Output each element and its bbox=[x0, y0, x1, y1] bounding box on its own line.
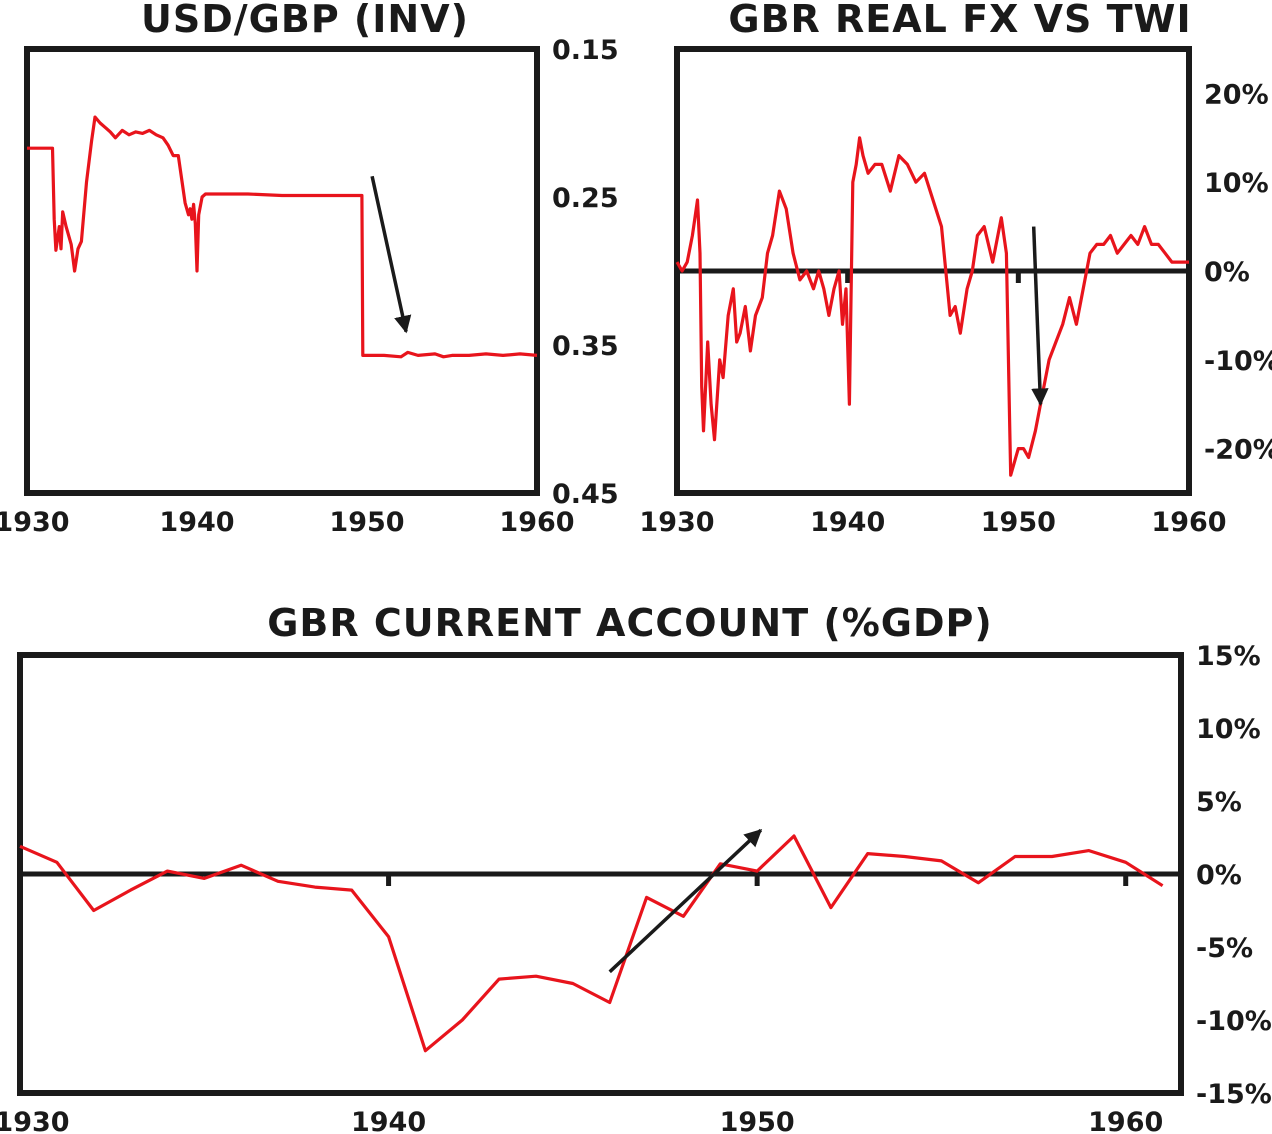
gbr-real-fx-y-tick-label: 10% bbox=[1204, 168, 1269, 199]
usd-gbp-y-tick-label: 0.25 bbox=[552, 183, 619, 214]
usd-gbp-y-tick-label: 0.35 bbox=[552, 331, 619, 362]
gbr-real-fx-y-tick-label: 20% bbox=[1204, 79, 1269, 110]
gbr-real-fx-arrow-down bbox=[1031, 226, 1049, 406]
gbr-real-fx-y-tick-label: -20% bbox=[1204, 435, 1272, 466]
usd-gbp-y-tick-label: 0.15 bbox=[552, 35, 619, 66]
usd-gbp-y-tick-label: 0.45 bbox=[552, 479, 619, 510]
usd-gbp-x-tick-label: 1940 bbox=[159, 507, 234, 538]
gbr-current-account-series-line bbox=[19, 834, 1164, 1053]
gbr-current-account-chart: GBR CURRENT ACCOUNT (%GDP) 15% 10% 5% 0% -5% -… bbox=[0, 601, 1272, 1134]
gbr-current-account-y-tick-label: -15% bbox=[1196, 1079, 1272, 1110]
gbr-real-fx-x-tick-label: 1950 bbox=[981, 507, 1056, 538]
gbr-current-account-y-tick-label: -5% bbox=[1196, 933, 1253, 964]
usd-gbp-title: USD/GBP (INV) bbox=[141, 0, 469, 41]
usd-gbp-series-line bbox=[27, 115, 538, 359]
gbr-current-account-x-tick-label: 1940 bbox=[351, 1107, 426, 1134]
gbr-current-account-x-tick-label: 1960 bbox=[1088, 1107, 1163, 1134]
gbr-current-account-y-tick-label: -10% bbox=[1196, 1006, 1272, 1037]
gbr-real-fx-y-tick-label: 0% bbox=[1204, 257, 1250, 288]
gbr-current-account-title: GBR CURRENT ACCOUNT (%GDP) bbox=[267, 601, 993, 645]
gbr-current-account-x-tick-label: 1930 bbox=[0, 1107, 70, 1134]
usd-gbp-x-tick-label: 1930 bbox=[0, 507, 70, 538]
gbr-real-fx-x-tick-label: 1930 bbox=[639, 507, 714, 538]
gbr-current-account-y-tick-label: 10% bbox=[1196, 714, 1261, 745]
usd-gbp-x-tick-label: 1950 bbox=[329, 507, 404, 538]
gbr-current-account-y-tick-label: 0% bbox=[1196, 860, 1242, 891]
gbr-real-fx-x-tick-label: 1960 bbox=[1151, 507, 1226, 538]
gbr-real-fx-chart: GBR REAL FX VS TWI 20% 10% 0% -10% -20% 1930 19… bbox=[639, 0, 1272, 538]
usd-gbp-plot-frame bbox=[24, 46, 540, 496]
gbr-current-account-x-tick-label: 1950 bbox=[720, 1107, 795, 1134]
usd-gbp-arrow-down bbox=[370, 175, 412, 334]
gbr-real-fx-y-tick-label: -10% bbox=[1204, 346, 1272, 377]
gbr-current-account-arrow-up bbox=[608, 828, 763, 974]
gbr-real-fx-x-tick-label: 1940 bbox=[810, 507, 885, 538]
usd-gbp-chart: USD/GBP (INV) 0.15 0.25 0.35 0.45 1930 1940 195… bbox=[0, 0, 619, 538]
usd-gbp-x-tick-label: 1960 bbox=[499, 507, 574, 538]
gbr-real-fx-series-line bbox=[675, 136, 1189, 477]
gbr-real-fx-title: GBR REAL FX VS TWI bbox=[728, 0, 1191, 41]
gbr-current-account-y-tick-label: 15% bbox=[1196, 641, 1261, 672]
gbr-current-account-y-tick-label: 5% bbox=[1196, 787, 1242, 818]
